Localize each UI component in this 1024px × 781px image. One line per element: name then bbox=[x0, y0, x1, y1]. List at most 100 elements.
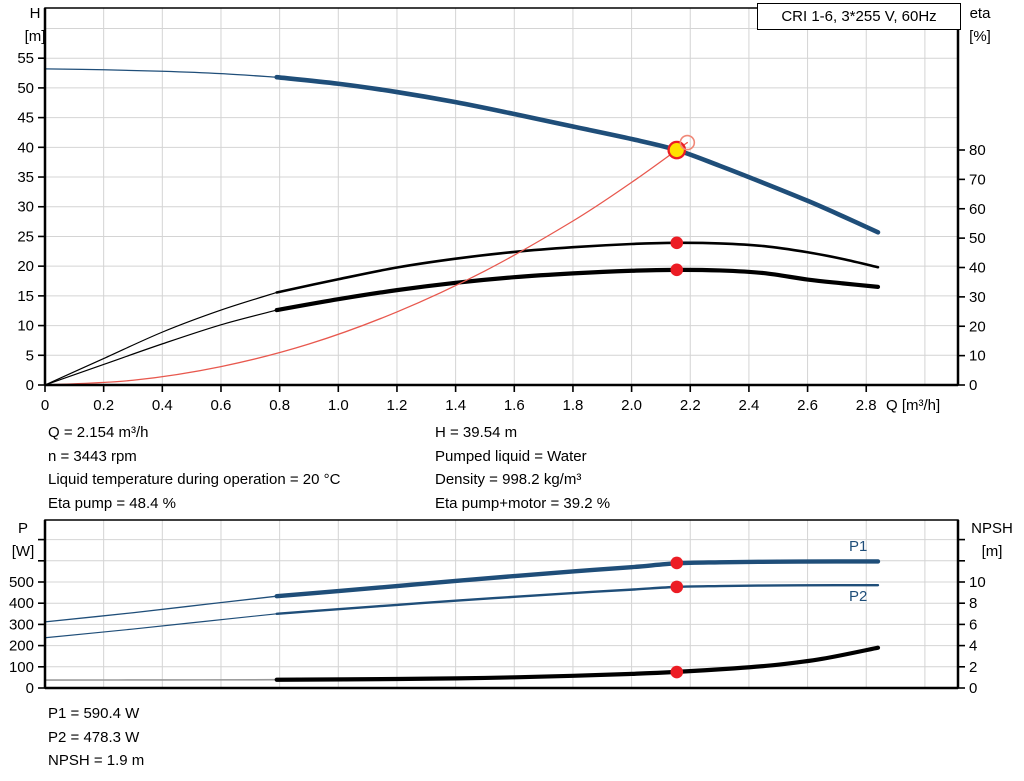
left-axis-title-line: P bbox=[17, 520, 28, 537]
tick-label-x: 0.6 bbox=[211, 397, 232, 414]
tick-label-right: 8 bbox=[969, 595, 977, 612]
right-axis-title-line: eta bbox=[969, 5, 991, 22]
tick-label-left: 300 bbox=[9, 616, 34, 633]
right-axis-title-line: [m] bbox=[981, 543, 1003, 560]
curve-eta-pump bbox=[44, 291, 278, 386]
marker-dot bbox=[670, 236, 684, 250]
right-axis-title-eta: eta [%] bbox=[956, 2, 1004, 48]
curve-eta-pump-motor bbox=[44, 309, 278, 386]
curve-npsh bbox=[274, 645, 881, 682]
tick-label-right: 6 bbox=[969, 616, 977, 633]
info-line-q: Q = 2.154 m³/h bbox=[48, 424, 149, 441]
series-label-p1: P1 bbox=[849, 538, 868, 555]
tick-label-left: 45 bbox=[17, 110, 34, 127]
tick-label-left: 200 bbox=[9, 638, 34, 655]
x-axis-title: Q [m³/h] bbox=[886, 397, 941, 414]
tick-label-right: 2 bbox=[969, 659, 977, 676]
info-line-p1: P1 = 590.4 W bbox=[48, 705, 140, 722]
right-axis-title-line: NPSH bbox=[971, 520, 1013, 537]
curve-p1 bbox=[274, 559, 881, 599]
marker-dot bbox=[670, 665, 684, 679]
curve-eta-pump bbox=[275, 241, 880, 294]
marker-requested-duty-point bbox=[679, 134, 696, 151]
info-line-eta-pump-motor: Eta pump+motor = 39.2 % bbox=[435, 495, 611, 513]
info-line-head: H = 39.54 m bbox=[435, 424, 518, 441]
plot-border bbox=[44, 7, 959, 386]
duty-info-right: H = 39.54 m Pumped liquid = Water Densit… bbox=[435, 421, 610, 516]
info-line-speed: n = 3443 rpm bbox=[48, 447, 137, 465]
tick-label-right: 0 bbox=[969, 680, 977, 697]
curve-h bbox=[274, 74, 881, 235]
marker-dot bbox=[670, 263, 684, 277]
power-info-block: P1 = 590.4 W P2 = 478.3 W NPSH = 1.9 m bbox=[48, 702, 144, 773]
tick-label-x: 0.8 bbox=[269, 397, 290, 414]
duty-info-left: Q = 2.154 m³/h n = 3443 rpm Liquid tempe… bbox=[48, 421, 340, 516]
curve-p2 bbox=[275, 583, 880, 615]
series-label-p2: P2 bbox=[849, 588, 868, 605]
tick-label-right: 10 bbox=[969, 348, 986, 365]
tick-label-x: 1.0 bbox=[328, 397, 349, 414]
left-axis-title-p: P [W] bbox=[2, 517, 44, 563]
tick-label-left: 400 bbox=[9, 595, 34, 612]
info-line-temperature: Liquid temperature during operation = 20… bbox=[48, 471, 341, 489]
tick-label-left: 35 bbox=[17, 169, 34, 186]
tick-label-x: 2.0 bbox=[621, 397, 642, 414]
tick-label-left: 30 bbox=[17, 199, 34, 216]
tick-label-left: 0 bbox=[26, 377, 34, 394]
left-axis-title-line: [m] bbox=[24, 28, 46, 45]
tick-label-left: 5 bbox=[26, 347, 34, 364]
tick-label-right: 50 bbox=[969, 230, 986, 247]
info-line-eta-pump: Eta pump = 48.4 % bbox=[48, 495, 176, 513]
left-axis-title-line: [W] bbox=[11, 543, 35, 560]
curve-eta-pump-motor bbox=[274, 267, 881, 313]
tick-label-x: 1.6 bbox=[504, 397, 525, 414]
tick-label-x: 1.4 bbox=[445, 397, 466, 414]
tick-label-x: 0 bbox=[41, 397, 49, 414]
marker-duty-point[interactable] bbox=[667, 140, 687, 160]
tick-label-x: 0.2 bbox=[93, 397, 114, 414]
left-axis-title-h: H [m] bbox=[14, 2, 56, 48]
curve-p2 bbox=[44, 613, 278, 639]
info-line-p2: P2 = 478.3 W bbox=[48, 728, 140, 746]
tick-label-right: 70 bbox=[969, 171, 986, 188]
tick-label-left: 100 bbox=[9, 659, 34, 676]
tick-label-left: 15 bbox=[17, 288, 34, 305]
tick-label-left: 25 bbox=[17, 228, 34, 245]
pump-designation-text: CRI 1-6, 3*255 V, 60Hz bbox=[781, 8, 937, 25]
tick-label-right: 80 bbox=[969, 142, 986, 159]
tick-label-right: 20 bbox=[969, 318, 986, 335]
tick-label-left: 0 bbox=[26, 680, 34, 697]
tick-label-right: 0 bbox=[969, 377, 977, 394]
tick-label-right: 30 bbox=[969, 289, 986, 306]
tick-label-left: 55 bbox=[17, 50, 34, 67]
tick-label-left: 40 bbox=[17, 139, 34, 156]
tick-label-x: 2.4 bbox=[738, 397, 759, 414]
tick-label-right: 60 bbox=[969, 201, 986, 218]
marker-dot bbox=[670, 556, 684, 570]
tick-label-x: 2.6 bbox=[797, 397, 818, 414]
tick-label-left: 20 bbox=[17, 258, 34, 275]
right-axis-title-npsh: NPSH [m] bbox=[963, 517, 1021, 563]
tick-label-x: 2.8 bbox=[856, 397, 877, 414]
tick-label-x: 0.4 bbox=[152, 397, 173, 414]
info-line-density: Density = 998.2 kg/m³ bbox=[435, 471, 582, 489]
info-line-npsh: NPSH = 1.9 m bbox=[48, 752, 145, 770]
tick-label-right: 4 bbox=[969, 638, 977, 655]
tick-label-left: 50 bbox=[17, 80, 34, 97]
left-axis-title-line: H bbox=[29, 5, 41, 22]
tick-label-right: 40 bbox=[969, 260, 986, 277]
info-line-liquid: Pumped liquid = Water bbox=[435, 447, 587, 465]
pump-designation-box: CRI 1-6, 3*255 V, 60Hz bbox=[757, 3, 961, 30]
marker-dot bbox=[670, 580, 684, 594]
tick-label-left: 500 bbox=[9, 574, 34, 591]
tick-label-x: 1.8 bbox=[563, 397, 584, 414]
curve-system-curve bbox=[44, 141, 688, 386]
right-axis-title-line: [%] bbox=[969, 28, 991, 45]
tick-label-x: 1.2 bbox=[387, 397, 408, 414]
tick-label-left: 10 bbox=[17, 318, 34, 335]
tick-label-x: 2.2 bbox=[680, 397, 701, 414]
curve-h bbox=[44, 68, 278, 78]
tick-label-right: 10 bbox=[969, 574, 986, 591]
